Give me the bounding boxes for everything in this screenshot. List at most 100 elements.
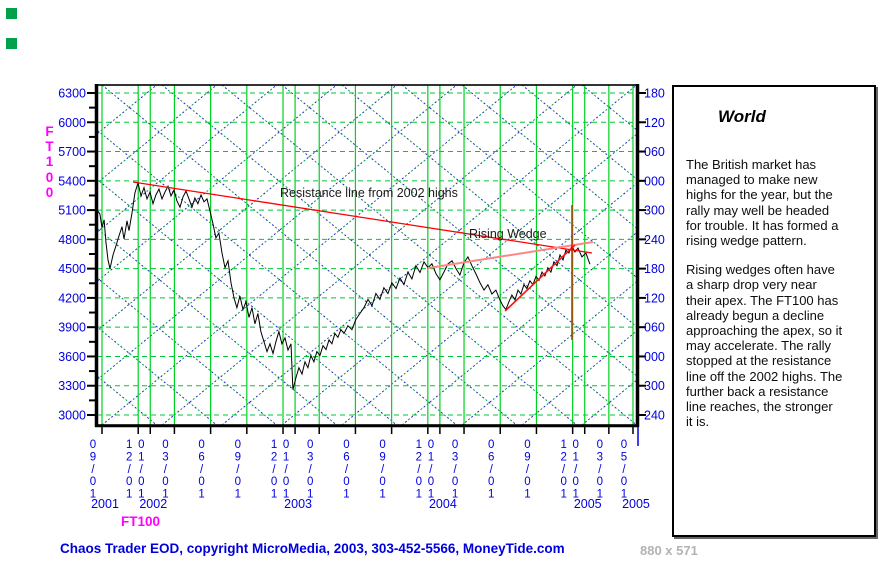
tspan: 0 xyxy=(597,476,603,488)
tspan: 3 xyxy=(307,451,313,463)
tspan: 1 xyxy=(560,489,566,501)
right-axis-label: 000 xyxy=(644,350,665,364)
tspan: 1 xyxy=(283,451,289,463)
green-marker-square xyxy=(6,8,17,19)
tspan: 0 xyxy=(524,476,530,488)
tspan: 0 xyxy=(560,476,566,488)
tspan: 0 xyxy=(90,439,96,451)
gann-diagonal xyxy=(97,85,157,135)
tspan: 0 xyxy=(452,439,458,451)
tspan: 1 xyxy=(90,489,96,501)
tspan: / xyxy=(598,464,602,476)
gann-diagonal xyxy=(161,85,577,425)
tspan: 0 xyxy=(307,439,313,451)
tspan: 1 xyxy=(138,489,144,501)
tspan: / xyxy=(429,464,433,476)
tspan: 9 xyxy=(379,451,385,463)
gann-diagonal xyxy=(97,85,457,381)
tspan: 0 xyxy=(621,476,627,488)
tspan: 1 xyxy=(283,489,289,501)
tspan: 1 xyxy=(307,489,313,501)
tspan: 0 xyxy=(428,439,434,451)
x-tick-label: 0 9/0 1 xyxy=(524,439,530,501)
tspan: 9 xyxy=(90,451,96,463)
tspan: / xyxy=(622,464,626,476)
tspan: 9 xyxy=(235,451,241,463)
tspan: / xyxy=(526,464,530,476)
wedge-upper-line xyxy=(427,241,594,270)
gann-diagonal xyxy=(97,178,397,425)
green-marker-square xyxy=(6,38,17,49)
y-axis-label: 3000 xyxy=(58,409,86,423)
tspan: 0 xyxy=(283,476,289,488)
year-label: 2004 xyxy=(429,497,457,511)
x-tick-label: 1 2/0 1 xyxy=(416,439,422,501)
x-tick-label: 0 3/0 1 xyxy=(307,439,313,501)
gann-diagonal xyxy=(101,85,517,425)
x-tick-label: 0 1/0 1 xyxy=(573,439,579,501)
tspan: / xyxy=(140,464,144,476)
x-tick-label: 1 2/0 1 xyxy=(271,439,277,501)
tspan: 1 xyxy=(524,489,530,501)
gann-diagonal xyxy=(341,85,637,328)
tspan: 1 xyxy=(343,489,349,501)
image-size-label: 880 x 571 xyxy=(640,543,698,558)
tspan: 1 xyxy=(162,489,168,501)
x-tick-label: 0 1/0 1 xyxy=(283,439,289,501)
tspan: 0 xyxy=(573,439,579,451)
tspan: / xyxy=(490,464,494,476)
tspan: 0 xyxy=(126,476,132,488)
gann-diagonal xyxy=(97,85,337,283)
gann-diagonal xyxy=(97,85,217,184)
gann-diagonal xyxy=(221,85,637,425)
tspan: 1 xyxy=(138,451,144,463)
y-axis-label: 3900 xyxy=(58,321,86,335)
right-axis-label: 060 xyxy=(644,145,665,159)
y-axis-label: 4200 xyxy=(58,291,86,305)
tspan: 0 xyxy=(138,439,144,451)
x-tick-label: 0 9/0 1 xyxy=(235,439,241,501)
chart-annotation: Rising Wedge xyxy=(469,227,547,241)
tspan: 0 xyxy=(162,476,168,488)
tspan: 1 xyxy=(198,489,204,501)
copyright-text: Chaos Trader EOD, copyright MicroMedia, … xyxy=(60,541,565,556)
x-tick-label: 0 3/0 1 xyxy=(162,439,168,501)
gann-diagonal xyxy=(461,280,637,425)
gann-grid xyxy=(97,85,637,425)
tspan: / xyxy=(417,464,421,476)
right-axis-label: 240 xyxy=(644,409,665,423)
gann-diagonal xyxy=(221,85,637,425)
tspan: / xyxy=(309,464,313,476)
tspan: 1 xyxy=(621,489,627,501)
gann-diagonal xyxy=(281,85,637,377)
tspan: / xyxy=(164,464,168,476)
gann-diagonal xyxy=(97,375,157,425)
year-label: 2003 xyxy=(284,497,312,511)
tspan: 0 xyxy=(597,439,603,451)
x-tick-label: 0 6/0 1 xyxy=(488,439,494,501)
chart-annotation: Resistance line from 2002 highs xyxy=(280,186,458,200)
tspan: 0 xyxy=(271,476,277,488)
tspan: 0 xyxy=(379,476,385,488)
tspan: 9 xyxy=(524,451,530,463)
plot-border xyxy=(96,84,638,426)
right-axis-label: 120 xyxy=(644,116,665,130)
tspan: / xyxy=(284,464,288,476)
year-label: 2001 xyxy=(91,497,119,511)
price-line xyxy=(96,180,591,390)
gann-diagonal xyxy=(281,133,637,425)
x-tick-label: 0 5/0 1 xyxy=(621,439,627,501)
tspan: 0 xyxy=(621,439,627,451)
right-axis-label: 060 xyxy=(644,321,665,335)
tspan: 1 xyxy=(126,439,132,451)
tspan: 2 xyxy=(271,451,277,463)
tspan: / xyxy=(574,464,578,476)
tspan: 0 xyxy=(573,476,579,488)
tspan: 0 xyxy=(307,476,313,488)
gann-diagonal xyxy=(401,85,637,279)
gann-diagonal xyxy=(97,326,217,425)
instrument-label: FT100 xyxy=(121,514,161,529)
tspan: 1 xyxy=(452,489,458,501)
